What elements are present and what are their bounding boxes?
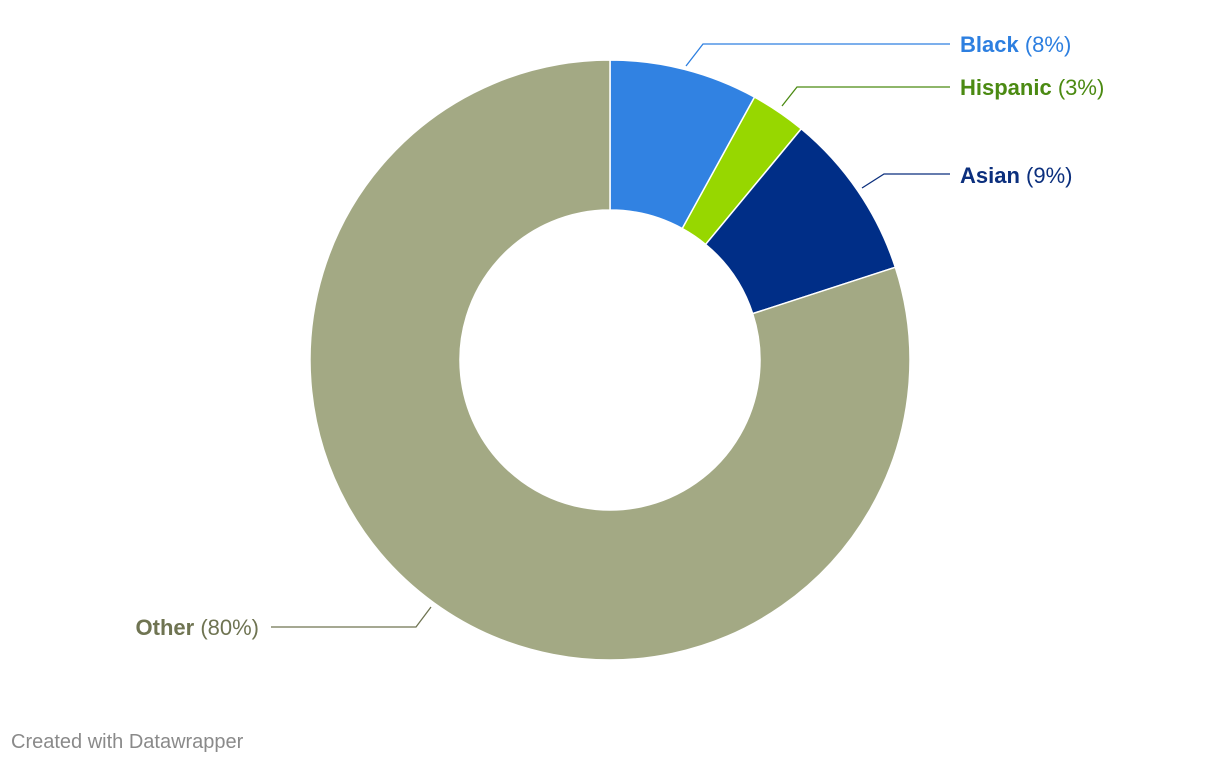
label-hispanic: Hispanic (3%) (960, 75, 1104, 100)
label-value-hispanic: (3%) (1052, 75, 1105, 100)
leader-line-other (271, 606, 432, 628)
label-other: Other (80%) (136, 615, 259, 640)
label-value-black: (8%) (1019, 32, 1072, 57)
credit-text: Created with Datawrapper (11, 731, 244, 753)
label-name-other: Other (136, 615, 195, 640)
label-value-other: (80%) (194, 615, 259, 640)
donut-slices (309, 59, 911, 661)
label-black: Black (8%) (960, 32, 1071, 57)
label-name-black: Black (960, 32, 1019, 57)
slice-labels: Black (8%) Hispanic (3%) Asian (9%) Other (… (136, 32, 1105, 640)
slice-other (309, 59, 911, 661)
label-asian: Asian (9%) (960, 163, 1072, 188)
leader-lines (271, 43, 950, 628)
leader-line-hispanic (781, 86, 950, 107)
leader-line-asian (861, 173, 950, 189)
label-value-asian: (9%) (1020, 163, 1073, 188)
leader-line-black (685, 43, 950, 67)
label-name-hispanic: Hispanic (960, 75, 1052, 100)
label-name-asian: Asian (960, 163, 1020, 188)
